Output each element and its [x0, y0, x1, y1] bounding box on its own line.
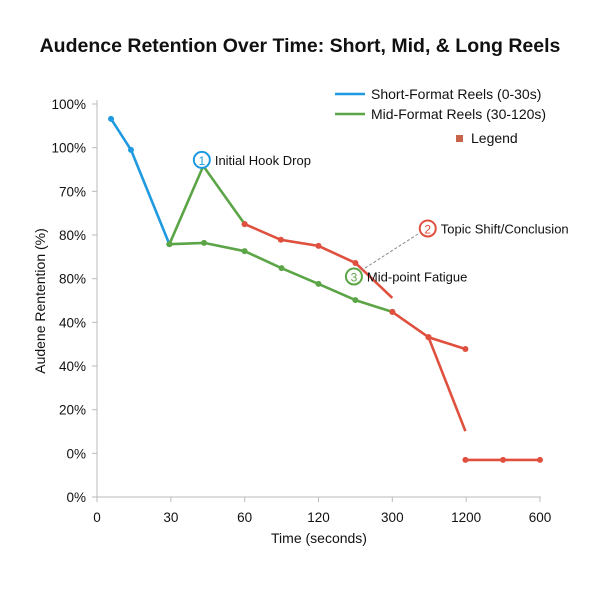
data-point [500, 456, 507, 463]
series-line-4 [391, 310, 466, 351]
y-tick-label: 40% [59, 359, 86, 374]
data-point [352, 297, 359, 304]
data-point [127, 146, 134, 153]
x-tick-label: 0 [93, 510, 101, 525]
annotation-label: Mid-point Fatigue [367, 269, 467, 284]
data-point [241, 248, 248, 255]
annotation-number: 3 [351, 270, 358, 284]
x-tick-label: 60 [237, 510, 252, 525]
y-tick-label: 100% [51, 97, 86, 112]
data-point [278, 265, 285, 272]
data-point [425, 334, 432, 341]
legend-swatch [456, 135, 463, 142]
annotation-number: 2 [424, 222, 431, 236]
annotation-leader-line [361, 233, 419, 271]
series-line-0 [109, 118, 171, 245]
data-point [536, 456, 543, 463]
x-tick-label: 300 [381, 510, 404, 525]
y-tick-label: 80% [59, 272, 86, 287]
series-line-1 [168, 164, 246, 245]
data-point [108, 115, 115, 122]
x-axis-label: Time (seconds) [271, 530, 367, 546]
y-tick-label: 0% [66, 446, 86, 461]
y-tick-label: 70% [59, 184, 86, 199]
y-tick-label: 20% [59, 403, 86, 418]
y-tick-label: 100% [51, 141, 86, 156]
data-point [389, 308, 396, 315]
data-point [315, 280, 322, 287]
annotation-label: Initial Hook Drop [215, 153, 311, 168]
data-point [241, 221, 248, 228]
legend: Short-Format Reels (0-30s) Mid-Format Ree… [335, 86, 546, 146]
data-point [201, 239, 208, 246]
x-tick-label: 600 [529, 510, 552, 525]
data-point [166, 241, 173, 248]
data-point [462, 456, 469, 463]
legend-label: Mid-Format Reels (30-120s) [371, 106, 546, 122]
annotation-marker-1 [192, 150, 211, 169]
data-point [462, 345, 469, 352]
x-tick-label: 30 [163, 510, 178, 525]
annotation-marker-2 [418, 219, 437, 238]
x-tick-label: 120 [307, 510, 330, 525]
y-tick-label: 80% [59, 228, 86, 243]
legend-label: Legend [471, 130, 518, 146]
annotation-marker-3 [344, 267, 363, 286]
x-tick-label: 1200 [451, 510, 481, 525]
chart-title: Audence Retention Over Time: Short, Mid,… [40, 35, 561, 57]
data-point [352, 259, 359, 266]
y-tick-label: 40% [59, 315, 86, 330]
y-axis-label: Audene Rentention (%) [32, 228, 48, 374]
legend-label: Short-Format Reels (0-30s) [371, 86, 541, 102]
data-point [315, 242, 322, 249]
data-point [277, 236, 284, 243]
y-tick-label: 0% [66, 490, 86, 505]
annotation-label: Topic Shift/Conclusion [441, 221, 569, 236]
annotation-number: 1 [198, 154, 205, 168]
series-line-5 [427, 336, 467, 432]
